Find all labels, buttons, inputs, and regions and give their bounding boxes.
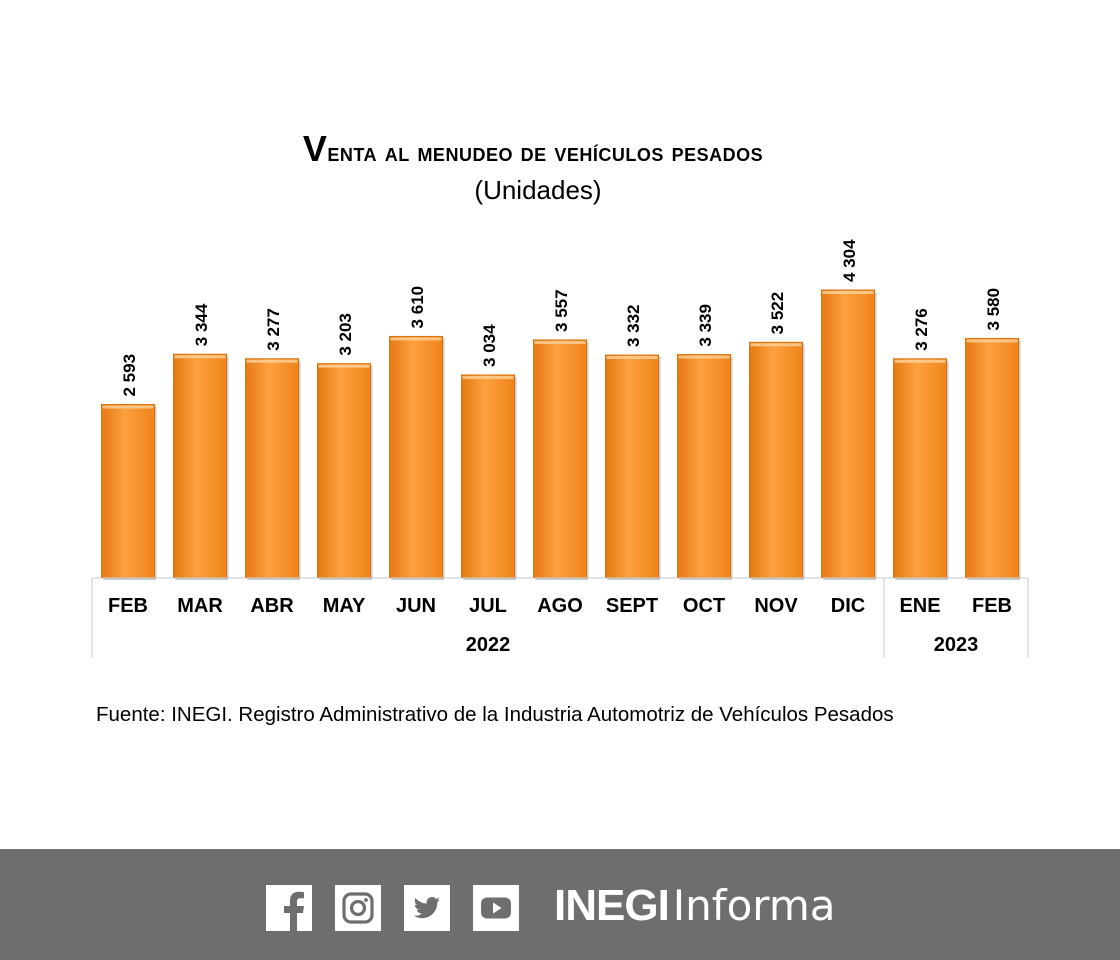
category-label: JUN [396, 595, 436, 617]
category-label: FEB [108, 595, 148, 617]
bar [893, 358, 947, 579]
year-group-label: 2023 [934, 634, 979, 656]
bar [245, 358, 299, 579]
bar-highlight [462, 375, 514, 379]
category-label: NOV [754, 595, 798, 617]
bar [605, 354, 659, 579]
value-label: 3 332 [624, 304, 643, 347]
chart-title: Venta al menudeo de vehículos pesados [302, 128, 764, 169]
inegi-informa-logo[interactable]: INEGIInforma [554, 878, 835, 934]
bar [965, 337, 1019, 579]
value-label: 3 557 [552, 289, 571, 332]
bar-highlight [534, 340, 586, 344]
bar [533, 339, 587, 579]
youtube-icon[interactable] [473, 885, 519, 931]
value-label: 3 344 [192, 303, 211, 346]
source-note: Fuente: INEGI. Registro Administrativo d… [96, 703, 894, 726]
bar-highlight [966, 339, 1018, 343]
bar-highlight [102, 405, 154, 409]
category-label: OCT [683, 595, 725, 617]
instagram-icon[interactable] [335, 885, 381, 931]
bar-highlight [390, 337, 442, 341]
value-label: 2 593 [120, 354, 139, 397]
category-label: AGO [537, 595, 583, 617]
bar-highlight [678, 355, 730, 359]
bar-highlight [318, 364, 370, 368]
brand-inegi: INEGI [554, 881, 670, 930]
twitter-icon[interactable] [404, 885, 450, 931]
category-label: ABR [250, 595, 294, 617]
chart-subtitle: (Unidades) [474, 175, 602, 205]
bar [101, 403, 155, 579]
value-label: 3 034 [480, 324, 499, 367]
bar [821, 289, 875, 579]
value-label: 3 522 [768, 292, 787, 335]
bar [389, 335, 443, 579]
value-label: 4 304 [840, 239, 859, 282]
brand-informa: Informa [672, 881, 836, 930]
bar [749, 341, 803, 579]
value-label: 3 580 [984, 288, 1003, 331]
category-label: FEB [972, 595, 1012, 617]
bar-highlight [894, 359, 946, 363]
category-label: ENE [899, 595, 940, 617]
bar-chart: 2 593 3 344 3 277 3 203 3 610 3 034 3 557 3 332… [91, 239, 1029, 658]
category-label: SEPT [606, 595, 658, 617]
category-label: JUL [469, 595, 507, 617]
footer-bar [0, 849, 1120, 960]
category-label: MAY [323, 595, 366, 617]
bar-highlight [606, 356, 658, 360]
bar-highlight [750, 343, 802, 347]
bar [677, 354, 731, 579]
bar-highlight [822, 291, 874, 294]
bar [461, 374, 515, 579]
bar-highlight [174, 355, 226, 359]
bar [173, 353, 227, 579]
value-label: 3 277 [264, 308, 283, 351]
facebook-icon[interactable] [266, 885, 312, 931]
category-label: MAR [177, 595, 223, 617]
value-label: 3 610 [408, 286, 427, 329]
bar [317, 363, 371, 579]
value-label: 3 203 [336, 313, 355, 356]
bar-highlight [246, 359, 298, 363]
value-label: 3 339 [696, 304, 715, 347]
category-label: DIC [831, 595, 865, 617]
year-group-label: 2022 [466, 634, 511, 656]
value-label: 3 276 [912, 308, 931, 351]
